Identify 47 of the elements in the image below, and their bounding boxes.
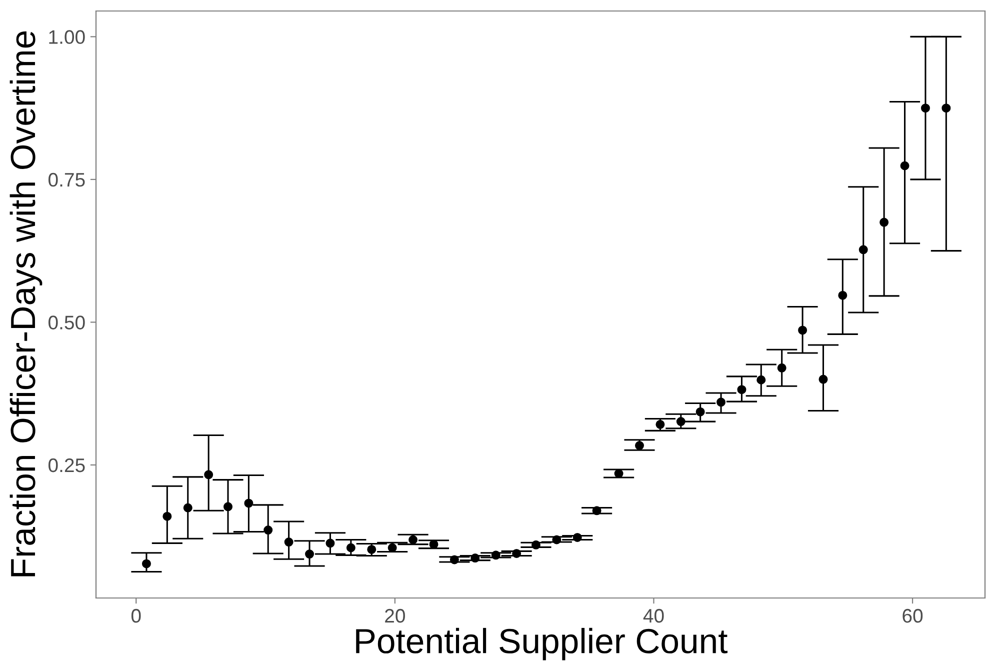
point bbox=[264, 526, 273, 535]
point bbox=[284, 538, 294, 547]
point bbox=[531, 540, 540, 550]
point bbox=[756, 375, 766, 384]
point bbox=[592, 506, 602, 516]
x-tick-label: 20 bbox=[385, 608, 405, 623]
point bbox=[818, 374, 828, 384]
point bbox=[470, 554, 480, 563]
y-tick-label: 1.00 bbox=[49, 30, 85, 44]
point bbox=[450, 555, 459, 564]
point bbox=[920, 104, 930, 113]
y-tick-label: 0.50 bbox=[48, 316, 85, 330]
point bbox=[244, 498, 254, 508]
point bbox=[204, 470, 214, 480]
point bbox=[346, 543, 356, 552]
point bbox=[942, 104, 951, 113]
point bbox=[777, 363, 786, 372]
point bbox=[552, 535, 562, 544]
point bbox=[367, 544, 376, 554]
point bbox=[572, 532, 582, 542]
point bbox=[696, 407, 705, 416]
point bbox=[798, 326, 808, 335]
point bbox=[142, 559, 151, 568]
point bbox=[656, 420, 665, 429]
point bbox=[183, 503, 192, 512]
point bbox=[676, 417, 686, 426]
point bbox=[880, 218, 889, 227]
point bbox=[223, 502, 232, 512]
y-tick-label: 0.75 bbox=[48, 172, 85, 187]
point bbox=[408, 535, 418, 544]
point bbox=[858, 245, 868, 254]
point bbox=[716, 398, 726, 407]
point bbox=[737, 385, 746, 394]
x-tick-label: 0 bbox=[131, 608, 141, 623]
x-axis-title: Potential Supplier Count bbox=[356, 628, 728, 660]
point bbox=[634, 441, 644, 450]
point bbox=[491, 550, 500, 560]
y-tick-label: 0.25 bbox=[48, 458, 85, 472]
y-axis-title: Fraction Officer-Days with Overtime bbox=[10, 31, 42, 576]
point bbox=[900, 161, 910, 170]
point bbox=[305, 550, 314, 559]
point bbox=[512, 548, 522, 558]
point bbox=[326, 538, 335, 548]
point bbox=[162, 512, 172, 521]
point bbox=[838, 290, 848, 300]
x-tick-label: 40 bbox=[643, 608, 664, 623]
x-tick-label: 60 bbox=[902, 608, 923, 623]
